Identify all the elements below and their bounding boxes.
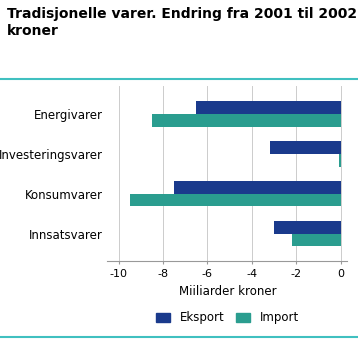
Bar: [152, 114, 340, 127]
Bar: [174, 181, 340, 194]
Bar: [274, 221, 340, 234]
Legend: Eksport, Import: Eksport, Import: [151, 307, 304, 329]
Text: Tradisjonelle varer. Endring fra 2001 til 2002. Milliarder
kroner: Tradisjonelle varer. Endring fra 2001 ti…: [7, 7, 358, 38]
Bar: [292, 234, 340, 246]
Bar: [130, 194, 340, 206]
Bar: [339, 154, 340, 166]
Bar: [196, 101, 340, 114]
X-axis label: Miiliarder kroner: Miiliarder kroner: [179, 284, 276, 298]
Bar: [270, 141, 340, 154]
